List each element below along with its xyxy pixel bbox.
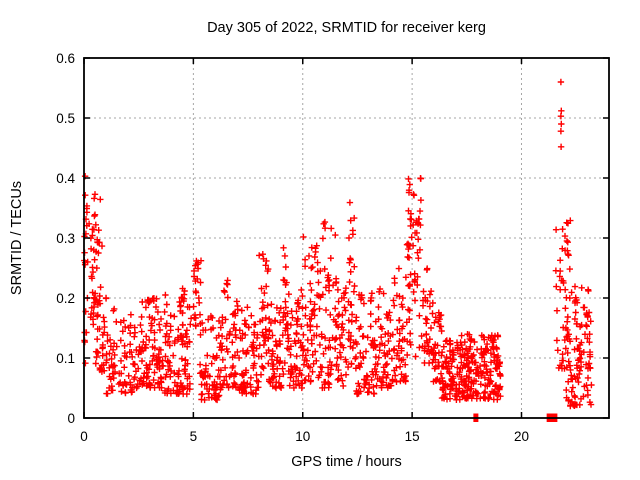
y-tick-label: 0.4 (56, 171, 75, 186)
x-tick-label: 0 (80, 429, 88, 444)
y-tick-label: 0 (67, 411, 75, 426)
y-tick-label: 0.2 (56, 291, 75, 306)
x-axis-label: GPS time / hours (291, 454, 402, 470)
y-tick-label: 0.5 (56, 111, 75, 126)
scatter-points (81, 78, 595, 410)
y-tick-label: 0.1 (56, 351, 75, 366)
y-tick-label: 0.6 (56, 51, 75, 66)
chart-title: Day 305 of 2022, SRMTID for receiver ker… (207, 20, 486, 36)
x-tick-label: 15 (405, 429, 420, 444)
x-tick-label: 5 (190, 429, 198, 444)
y-tick-label: 0.3 (56, 231, 75, 246)
x-tick-label: 20 (514, 429, 529, 444)
x-tick-label: 10 (295, 429, 310, 444)
